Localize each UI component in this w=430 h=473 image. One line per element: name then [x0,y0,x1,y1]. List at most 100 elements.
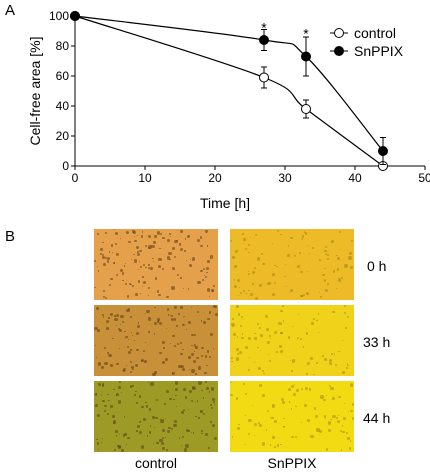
cell-speck [234,265,237,268]
cell-speck [188,355,191,359]
cell-speck [96,438,98,441]
cell-speck [125,335,128,339]
cell-speck [130,283,132,286]
cell-speck [195,356,199,360]
cell-speck [289,401,291,403]
cell-speck [104,404,107,408]
cell-speck [110,313,114,317]
cell-speck [324,249,327,253]
cell-speck [257,422,260,425]
cell-speck [94,326,98,331]
cell-speck [299,338,302,341]
cell-speck [169,233,171,236]
cell-speck [171,317,175,321]
cell-speck [182,348,184,351]
cell-speck [247,432,251,436]
cell-speck [300,270,303,274]
cell-speck [134,394,137,396]
cell-speck [148,266,151,270]
cell-speck [196,311,199,314]
cell-speck [124,433,128,437]
cell-speck [145,312,147,315]
cell-speck [335,288,338,290]
cell-speck [162,236,165,240]
cell-speck [233,279,235,281]
cell-speck [120,315,124,319]
cell-speck [273,281,277,285]
cell-speck [260,334,263,337]
cell-speck [313,373,315,375]
cell-speck [173,305,177,309]
cell-speck [237,336,239,338]
cell-speck [254,332,256,335]
cell-speck [180,248,184,252]
cell-speck [107,393,109,395]
cell-speck [121,391,123,393]
data-point-snppix [378,146,388,156]
y-tick-label: 40 [56,99,70,113]
cell-speck [147,247,150,250]
cell-speck [292,393,296,397]
cell-speck [280,309,283,313]
cell-speck [342,371,345,374]
cell-speck [166,390,170,394]
cell-speck [332,396,336,400]
cell-speck [94,394,97,397]
cell-speck [313,407,317,410]
cell-speck [322,354,324,357]
cell-speck [247,336,252,340]
cell-speck [193,351,195,353]
cell-speck [242,233,244,235]
cell-speck [297,313,299,315]
cell-speck [134,239,137,242]
cell-speck [206,386,210,390]
cell-speck [113,420,117,424]
cell-speck [153,235,157,239]
cell-speck [344,305,347,308]
cell-speck [258,367,262,370]
column-label-control: control [134,455,178,471]
cell-speck [182,323,185,327]
cell-speck [336,419,340,423]
cell-speck [235,249,239,253]
cell-speck [269,337,271,339]
cell-speck [272,292,276,296]
cell-speck [119,381,121,384]
cell-speck [145,266,147,269]
cell-speck [209,403,212,406]
cell-speck [139,420,142,423]
cell-speck [161,436,165,439]
cell-speck [196,400,199,402]
cell-speck [252,283,254,285]
cell-speck [325,246,328,249]
cell-speck [207,288,211,292]
cell-speck [136,430,138,432]
cell-speck [351,417,354,420]
cell-speck [205,266,209,270]
cell-speck [303,293,306,297]
cell-speck [191,333,194,337]
cell-speck [113,389,115,391]
cell-speck [280,331,283,335]
cell-speck [342,425,344,427]
cell-speck [135,331,139,335]
cell-speck [269,444,272,447]
cell-speck [337,415,339,417]
cell-speck [123,416,125,418]
cell-speck [280,443,282,446]
cell-speck [248,270,250,272]
cell-speck [116,445,119,448]
cell-speck [244,444,247,446]
cell-speck [138,430,143,435]
cell-speck [128,240,131,244]
cell-speck [191,369,195,373]
cell-speck [178,242,182,246]
cell-speck [154,277,157,280]
cell-speck [291,435,294,438]
cell-speck [159,439,163,443]
cell-speck [129,385,133,388]
cell-speck [149,425,152,427]
cell-speck [179,437,181,439]
cell-speck [101,365,104,369]
cell-speck [126,308,130,313]
